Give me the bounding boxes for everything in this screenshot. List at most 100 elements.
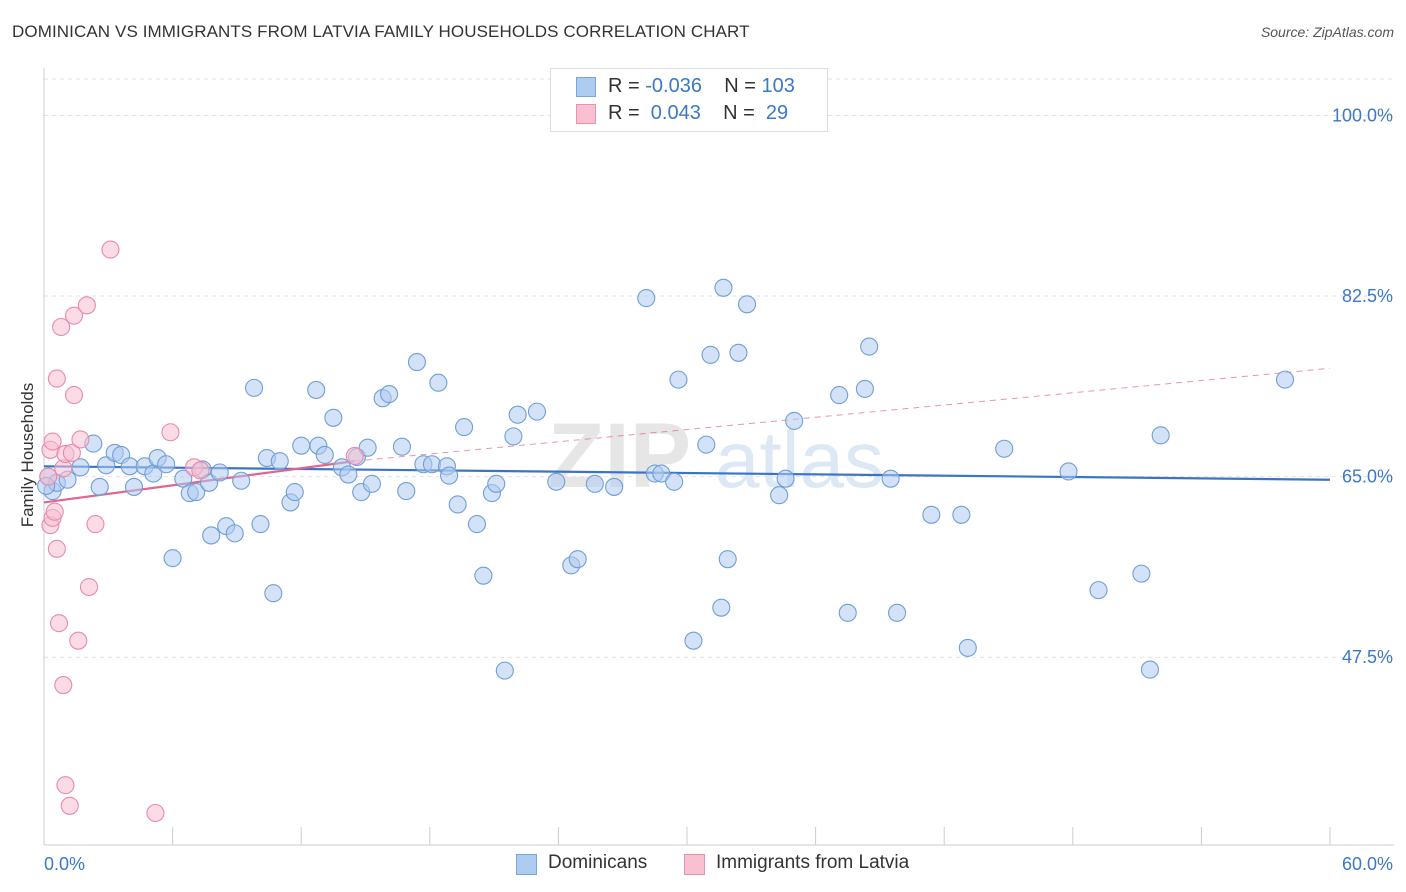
dominican-point-67 bbox=[568, 550, 587, 569]
trend-line-0 bbox=[43, 465, 1331, 481]
dominican-point-49 bbox=[407, 353, 426, 372]
y-axis-label: Family Households bbox=[18, 382, 37, 528]
dominican-point-55 bbox=[448, 495, 467, 514]
dominican-point-89 bbox=[860, 337, 879, 356]
dominican-point-64 bbox=[527, 402, 547, 421]
dominican-point-33 bbox=[285, 483, 304, 502]
x-tick-label-0: 0.0% bbox=[44, 854, 85, 874]
correlation-legend: R = -0.036 N = 103 R = 0.043 N = 29 bbox=[550, 68, 828, 132]
latvia-point-11 bbox=[54, 676, 73, 695]
legend-r-value: -0.036 bbox=[645, 75, 702, 97]
legend-n-label: N = bbox=[724, 75, 762, 97]
dominican-point-58 bbox=[474, 566, 493, 585]
latvia-point-21 bbox=[79, 577, 99, 597]
dominican-point-54 bbox=[440, 466, 459, 485]
latvia-point-22 bbox=[86, 515, 105, 534]
dominican-point-61 bbox=[495, 661, 514, 680]
dominican-point-30 bbox=[264, 584, 283, 603]
dominican-point-60 bbox=[487, 474, 506, 493]
latvia-point-25 bbox=[161, 423, 180, 442]
trend-lines bbox=[43, 367, 1331, 504]
y-tick-label-2: 65.0% bbox=[1342, 467, 1393, 487]
chart-title: DOMINICAN VS IMMIGRANTS FROM LATVIA FAMI… bbox=[12, 22, 750, 41]
latvia-point-15 bbox=[62, 443, 81, 462]
dominican-point-93 bbox=[958, 638, 977, 657]
legend-n-label: N = bbox=[723, 102, 761, 124]
latvia-point-24 bbox=[146, 803, 165, 823]
y-tick-label-3: 47.5% bbox=[1342, 647, 1393, 667]
data-points bbox=[37, 240, 1295, 823]
latvia-point-9 bbox=[52, 317, 71, 337]
dominican-point-87 bbox=[838, 603, 857, 622]
dominican-point-95 bbox=[995, 439, 1014, 458]
dominican-point-46 bbox=[380, 385, 399, 404]
dominican-point-94 bbox=[952, 505, 971, 524]
dominican-point-85 bbox=[785, 411, 804, 430]
dominican-point-6 bbox=[90, 477, 109, 496]
latvia-point-20 bbox=[77, 296, 96, 315]
dominican-point-92 bbox=[922, 505, 941, 524]
dominican-point-81 bbox=[729, 343, 748, 362]
latvia-point-12 bbox=[56, 776, 75, 795]
dominican-point-65 bbox=[547, 472, 566, 491]
source-label: Source: ZipAtlas.com bbox=[1260, 24, 1394, 40]
latvia-point-19 bbox=[71, 430, 90, 449]
latvia-point-0 bbox=[39, 467, 58, 486]
dominican-point-25 bbox=[225, 524, 244, 543]
legend-r-value: 0.043 bbox=[645, 102, 701, 124]
dominican-point-22 bbox=[202, 526, 221, 545]
dominican-point-51 bbox=[422, 455, 441, 474]
latvia-point-14 bbox=[60, 796, 79, 815]
bottom-legend-label-dominicans: Dominicans bbox=[548, 852, 648, 873]
dominican-point-90 bbox=[881, 469, 900, 488]
trend-line-extension-1 bbox=[354, 367, 1331, 462]
latvia-point-6 bbox=[47, 539, 66, 558]
latvia-point-17 bbox=[64, 386, 84, 405]
dominican-point-15 bbox=[157, 455, 176, 474]
latvia-point-4 bbox=[43, 432, 62, 451]
latvia-point-8 bbox=[49, 614, 69, 633]
legend-swatch-dominicans bbox=[576, 77, 596, 97]
dominican-point-7 bbox=[97, 456, 116, 475]
bottom-legend-swatch-dominicans bbox=[516, 854, 537, 875]
dominican-point-79 bbox=[714, 278, 733, 297]
dominican-point-57 bbox=[467, 515, 487, 534]
gridlines bbox=[44, 78, 1394, 658]
dominican-point-99 bbox=[1140, 660, 1160, 679]
latvia-point-23 bbox=[101, 240, 120, 259]
legend-swatch-latvia bbox=[576, 104, 596, 124]
tick-labels: 100.0% 82.5% 65.0% 47.5% 0.0% 60.0% bbox=[44, 105, 1393, 874]
dominican-point-35 bbox=[307, 380, 326, 399]
dominican-point-40 bbox=[339, 465, 358, 484]
watermark-atlas: atlas bbox=[715, 415, 884, 504]
dominican-point-44 bbox=[362, 474, 381, 493]
dominican-point-74 bbox=[669, 370, 688, 389]
dominican-point-82 bbox=[737, 295, 757, 314]
y-tick-label-0: 100.0% bbox=[1332, 105, 1393, 125]
dominican-point-16 bbox=[163, 549, 182, 568]
dominican-point-56 bbox=[455, 418, 474, 437]
dominican-point-101 bbox=[1275, 370, 1295, 389]
legend-n-value: 103 bbox=[761, 75, 795, 97]
dominican-point-37 bbox=[315, 445, 334, 465]
dominican-point-31 bbox=[270, 452, 289, 471]
latvia-point-7 bbox=[47, 369, 66, 388]
dominican-point-98 bbox=[1132, 564, 1151, 583]
y-tick-label-1: 82.5% bbox=[1342, 286, 1393, 306]
dominican-point-76 bbox=[697, 435, 716, 454]
axes bbox=[43, 68, 1394, 846]
dominican-point-88 bbox=[855, 379, 874, 398]
dominican-point-48 bbox=[397, 482, 416, 501]
dominican-point-83 bbox=[770, 486, 789, 505]
latvia-point-5 bbox=[45, 502, 64, 521]
dominican-point-80 bbox=[718, 550, 737, 569]
x-tick-label-1: 60.0% bbox=[1342, 854, 1393, 874]
legend-n-value: 29 bbox=[760, 102, 789, 124]
latvia-point-18 bbox=[69, 631, 88, 650]
trend-line-1 bbox=[43, 460, 355, 504]
dominican-point-70 bbox=[637, 289, 656, 308]
latvia-point-16 bbox=[64, 306, 84, 325]
latvia-point-28 bbox=[345, 446, 364, 466]
dominican-point-86 bbox=[830, 386, 849, 405]
dominican-point-97 bbox=[1089, 581, 1108, 600]
